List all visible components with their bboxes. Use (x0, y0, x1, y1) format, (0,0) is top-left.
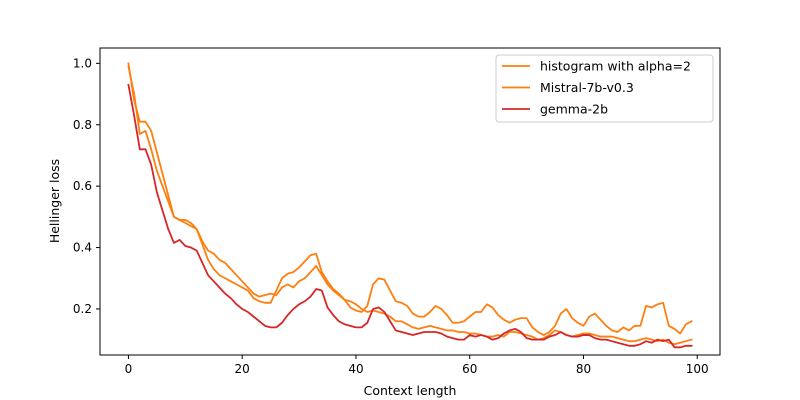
y-tick-label: 0.6 (73, 179, 92, 193)
x-tick-label: 60 (462, 362, 477, 376)
legend-label: gemma-2b (540, 102, 608, 117)
y-tick-label: 1.0 (73, 56, 92, 70)
x-tick-label: 20 (235, 362, 250, 376)
plot-frame (99, 47, 721, 356)
legend-label: Mistral-7b-v0.3 (540, 80, 634, 95)
x-axis: 0 20 40 60 80 100 (125, 355, 709, 376)
y-axis-label: Hellinger loss (47, 159, 62, 243)
legend: histogram with alpha=2 Mistral-7b-v0.3 gem… (495, 54, 714, 123)
series-line-3 (127, 83, 693, 349)
y-tick-label: 0.4 (73, 241, 92, 255)
y-tick-label: 0.8 (73, 118, 92, 132)
plot-area (99, 47, 721, 356)
legend-label: histogram with alpha=2 (540, 59, 691, 74)
x-tick-label: 80 (576, 362, 591, 376)
legend-box (495, 54, 714, 123)
y-axis: 0.2 0.4 0.6 0.8 1.0 (73, 56, 100, 316)
x-tick-label: 40 (348, 362, 363, 376)
x-tick-label: 100 (686, 362, 709, 376)
series-line-2 (127, 65, 693, 336)
y-tick-label: 0.2 (73, 302, 92, 316)
x-axis-label: Context length (364, 383, 457, 398)
series-line-1 (127, 62, 693, 346)
series-layer (127, 62, 693, 349)
x-tick-label: 0 (125, 362, 133, 376)
